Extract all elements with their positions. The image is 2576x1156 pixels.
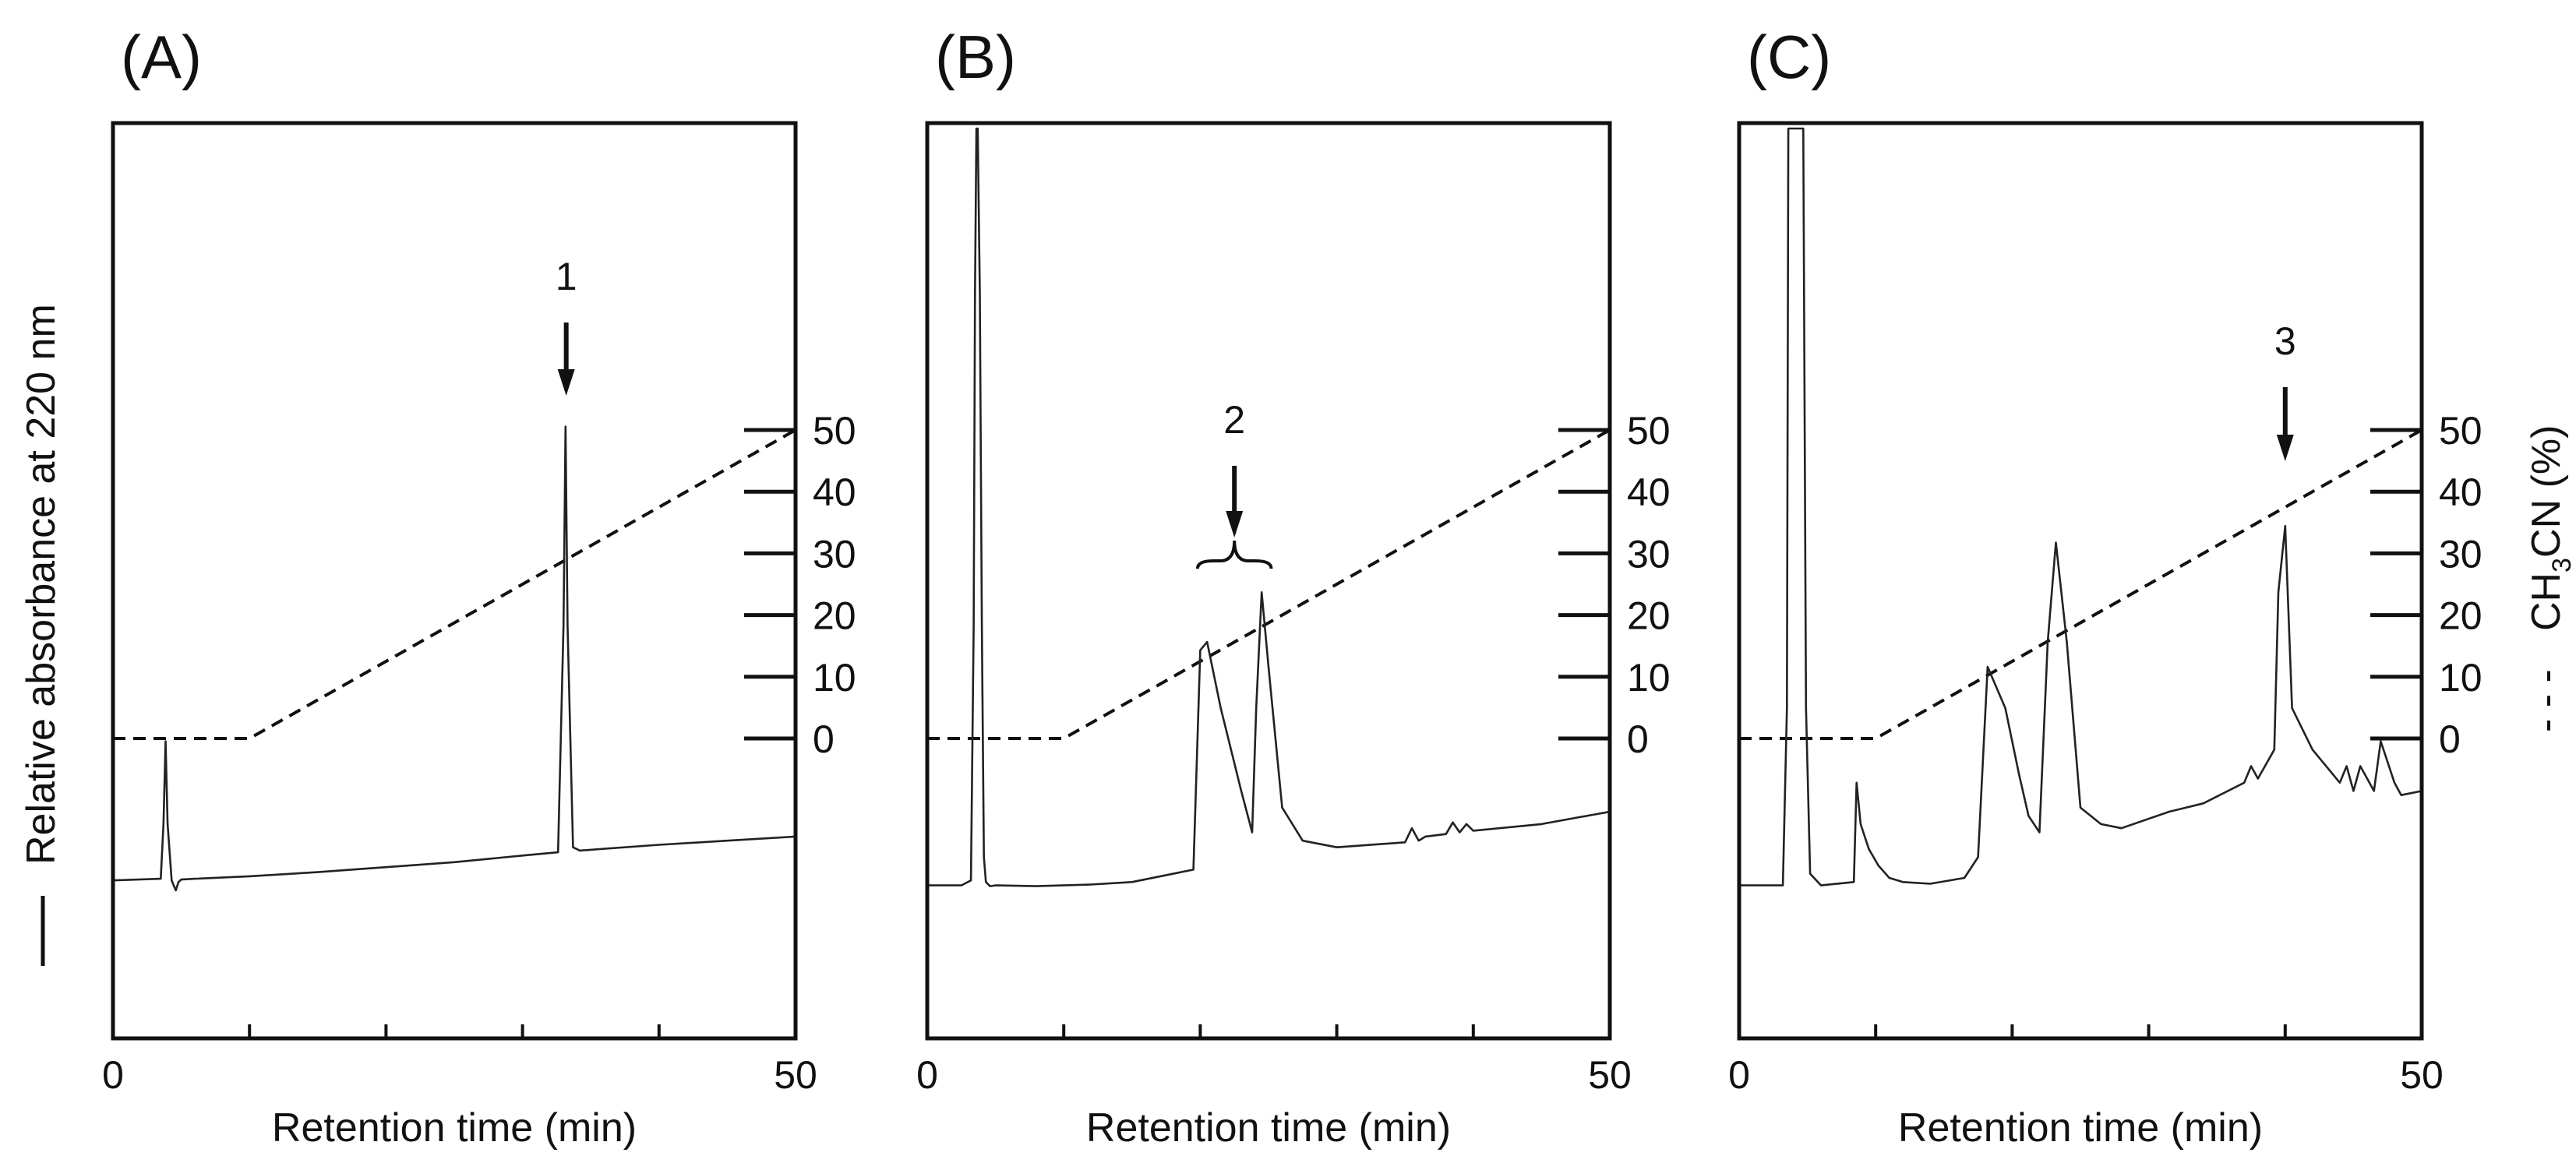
- right-axis-tick-label: 20: [2439, 594, 2482, 638]
- right-axis-tick-label: 0: [813, 717, 835, 761]
- x-axis-title: Retention time (min): [1086, 1105, 1451, 1151]
- gradient-dashed-line: [113, 428, 796, 740]
- left-axis-label-group: Relative absorbance at 220 nm: [19, 304, 64, 966]
- panel-label: (C): [1747, 23, 1831, 91]
- peak-arrowhead: [2276, 435, 2294, 461]
- x-axis-title: Retention time (min): [1898, 1105, 2263, 1151]
- right-axis-tick-label: 10: [2439, 656, 2482, 700]
- right-axis-tick-label: 40: [813, 471, 856, 514]
- absorbance-trace: [1739, 127, 2422, 886]
- right-axis-tick-label: 30: [813, 532, 856, 576]
- panel-frame: [111, 121, 798, 1041]
- peak-label: 3: [2274, 319, 2296, 363]
- panel-frame: [1737, 121, 2424, 1041]
- x-tick-label-start: 0: [102, 1053, 124, 1097]
- chart-panel-3: (C) 0 10 20 30 40 50 0 50 Retention time (min) 3: [1728, 23, 2482, 1151]
- right-axis-tick-label: 10: [813, 656, 856, 700]
- panel-frame: [925, 121, 1612, 1041]
- peak-arrowhead: [557, 369, 575, 396]
- right-axis-tick-label: 40: [1627, 471, 1671, 514]
- right-axis-tick-label: 40: [2439, 471, 2482, 514]
- peak-arrowhead: [1226, 511, 1244, 537]
- right-axis-tick-label: 20: [813, 594, 856, 638]
- right-axis-tick-label: 10: [1627, 656, 1671, 700]
- x-axis-title: Retention time (min): [272, 1105, 637, 1151]
- right-axis-tick-label: 50: [1627, 409, 1671, 453]
- right-y-axis-label: CH3CN (%): [2524, 425, 2576, 631]
- right-axis-tick-label: 0: [2439, 717, 2461, 761]
- right-axis-tick-label: 0: [1627, 717, 1649, 761]
- x-tick-label-start: 0: [1728, 1053, 1750, 1097]
- right-axis-tick-label: 20: [1627, 594, 1671, 638]
- right-axis-tick-label: 50: [2439, 409, 2482, 453]
- right-axis-tick-label: 50: [813, 409, 856, 453]
- chart-panel-2: (B) 0 10 20 30 40 50 0 50 Retention time (min) 2: [916, 23, 1671, 1151]
- left-y-axis-label: Relative absorbance at 220 nm: [19, 304, 64, 865]
- x-tick-label-end: 50: [1588, 1053, 1632, 1097]
- chart-panel-1: (A) 0 10 20 30 40 50 0 50 Retention time (min) 1: [102, 23, 856, 1151]
- peak-bracket: [1195, 540, 1273, 569]
- x-tick-label-end: 50: [774, 1053, 817, 1097]
- absorbance-trace: [927, 127, 1610, 887]
- panel-label: (B): [935, 23, 1016, 91]
- peak-label: 1: [556, 255, 577, 298]
- x-tick-label-start: 0: [916, 1053, 938, 1097]
- right-axis-tick-label: 30: [2439, 532, 2482, 576]
- absorbance-trace: [113, 425, 796, 892]
- panel-label: (A): [121, 23, 202, 91]
- dashed-legend-marker: - - -: [2524, 669, 2569, 732]
- gradient-dashed-line: [1739, 428, 2422, 740]
- peak-label: 2: [1223, 398, 1245, 442]
- x-tick-label-end: 50: [2400, 1053, 2444, 1097]
- right-axis-label-group: - - - CH3CN (%): [2524, 425, 2576, 732]
- right-axis-tick-label: 30: [1627, 532, 1671, 576]
